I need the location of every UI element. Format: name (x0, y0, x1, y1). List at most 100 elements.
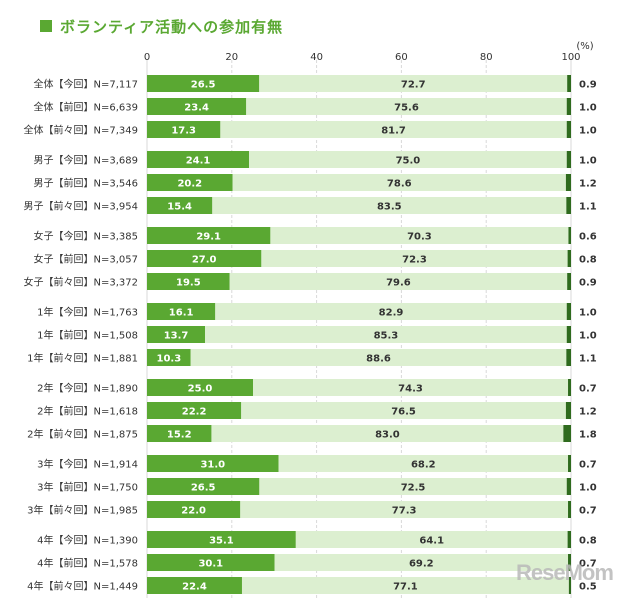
bar-segment-not-participated (205, 326, 567, 343)
bar-segment-no-answer (566, 326, 571, 343)
data-label: 72.3 (402, 255, 427, 266)
data-label: 79.6 (386, 278, 411, 289)
bar-segment-not-participated (270, 227, 569, 244)
data-label: 1.0 (579, 156, 597, 167)
data-label: 1.1 (579, 202, 597, 213)
bar-segment-no-answer (567, 250, 571, 267)
row-label: 男子【今回】N=3,689 (34, 154, 139, 167)
data-label: 0.8 (579, 536, 597, 547)
bar-segment-participated (147, 379, 253, 396)
bar-segment-not-participated (274, 554, 569, 571)
bar-segment-not-participated (278, 455, 569, 472)
row-label: 3年【今回】N=1,914 (37, 458, 138, 471)
data-label: 0.5 (579, 582, 597, 593)
data-label: 83.5 (377, 202, 402, 213)
row-label: 2年【今回】N=1,890 (37, 382, 138, 395)
data-label: 85.3 (374, 331, 399, 342)
row-label: 男子【前々回】N=3,954 (24, 200, 139, 213)
bar-segment-no-answer (563, 425, 571, 442)
bar-segment-participated (147, 174, 233, 191)
x-tick-label: 0 (144, 52, 150, 63)
bar-segment-participated (147, 455, 279, 472)
row-label: 4年【前々回】N=1,449 (27, 580, 138, 593)
title-marker (40, 20, 52, 32)
x-tick-label: 40 (310, 52, 323, 63)
data-label: 0.6 (579, 232, 597, 243)
row-label: 1年【前回】N=1,508 (37, 329, 138, 342)
bar-segment-participated (147, 303, 216, 320)
bar-segment-participated (147, 425, 212, 442)
data-label: 74.3 (398, 384, 423, 395)
row-label: 1年【今回】N=1,763 (37, 306, 138, 319)
bar-segment-not-participated (259, 75, 568, 92)
bar-segment-not-participated (212, 197, 567, 214)
resemom-watermark: ReseMom (516, 560, 614, 585)
x-tick-label: 60 (395, 52, 408, 63)
row-label: 全体【前々回】N=7,349 (24, 124, 139, 137)
bar-segment-no-answer (567, 531, 571, 548)
bar-segment-not-participated (295, 531, 568, 548)
bar-segment-participated (147, 501, 241, 518)
chart-title: ボランティア活動への参加有無 (40, 14, 283, 38)
bar-segment-no-answer (566, 478, 571, 495)
bar-segment-participated (147, 577, 242, 594)
data-label: 1.2 (579, 407, 597, 418)
data-label: 75.0 (396, 156, 421, 167)
data-label: 70.3 (407, 232, 432, 243)
x-tick-label: 20 (225, 52, 238, 63)
data-label: 0.9 (579, 278, 597, 289)
bar-segment-not-participated (240, 501, 569, 518)
data-label: 88.6 (366, 354, 391, 365)
data-label: 1.0 (579, 126, 597, 137)
bar-segment-not-participated (229, 273, 568, 290)
bar-segment-no-answer (568, 455, 571, 472)
bar-segment-not-participated (259, 478, 567, 495)
data-label: 17.3 (171, 126, 196, 137)
data-label: 25.0 (188, 384, 213, 395)
data-label: 22.4 (182, 582, 207, 593)
bar-segment-participated (147, 121, 221, 138)
bar-segment-no-answer (568, 554, 571, 571)
row-label: 全体【前回】N=6,639 (34, 101, 139, 114)
bar-segment-not-participated (261, 250, 568, 267)
bar-segment-participated (147, 554, 275, 571)
bar-segment-participated (147, 98, 247, 115)
data-label: 22.0 (181, 506, 206, 517)
bar-segment-participated (147, 478, 260, 495)
row-label: 3年【前回】N=1,750 (37, 481, 138, 494)
data-label: 10.3 (156, 354, 181, 365)
data-label: 1.8 (579, 430, 597, 441)
data-label: 0.7 (579, 460, 597, 471)
data-label: 13.7 (164, 331, 189, 342)
bar-segment-participated (147, 75, 260, 92)
bar-segment-no-answer (568, 227, 571, 244)
bar-segment-not-participated (241, 402, 566, 419)
bar-segment-not-participated (220, 121, 567, 138)
bar-segment-participated (147, 531, 296, 548)
data-label: 0.7 (579, 506, 597, 517)
bar-segment-no-answer (568, 379, 571, 396)
bar-segment-not-participated (246, 98, 567, 115)
bar-segment-participated (147, 349, 191, 366)
data-label: 0.9 (579, 80, 597, 91)
data-label: 69.2 (409, 559, 434, 570)
bar-segment-no-answer (566, 98, 571, 115)
row-label: 全体【今回】N=7,117 (34, 78, 139, 91)
bar-segment-not-participated (215, 303, 567, 320)
bar-segment-not-participated (232, 174, 566, 191)
row-label: 女子【今回】N=3,385 (34, 230, 139, 243)
bar-segment-no-answer (567, 75, 571, 92)
x-tick-label: 80 (480, 52, 493, 63)
row-label: 2年【前回】N=1,618 (37, 405, 138, 418)
data-label: 1.0 (579, 483, 597, 494)
data-label: 81.7 (381, 126, 406, 137)
data-label: 35.1 (209, 536, 234, 547)
bar-segment-not-participated (253, 379, 569, 396)
data-label: 1.0 (579, 308, 597, 319)
row-label: 3年【前々回】N=1,985 (27, 504, 138, 517)
data-label: 26.5 (191, 483, 216, 494)
data-label: 15.4 (167, 202, 192, 213)
data-label: 19.5 (176, 278, 201, 289)
bar-segment-participated (147, 402, 242, 419)
